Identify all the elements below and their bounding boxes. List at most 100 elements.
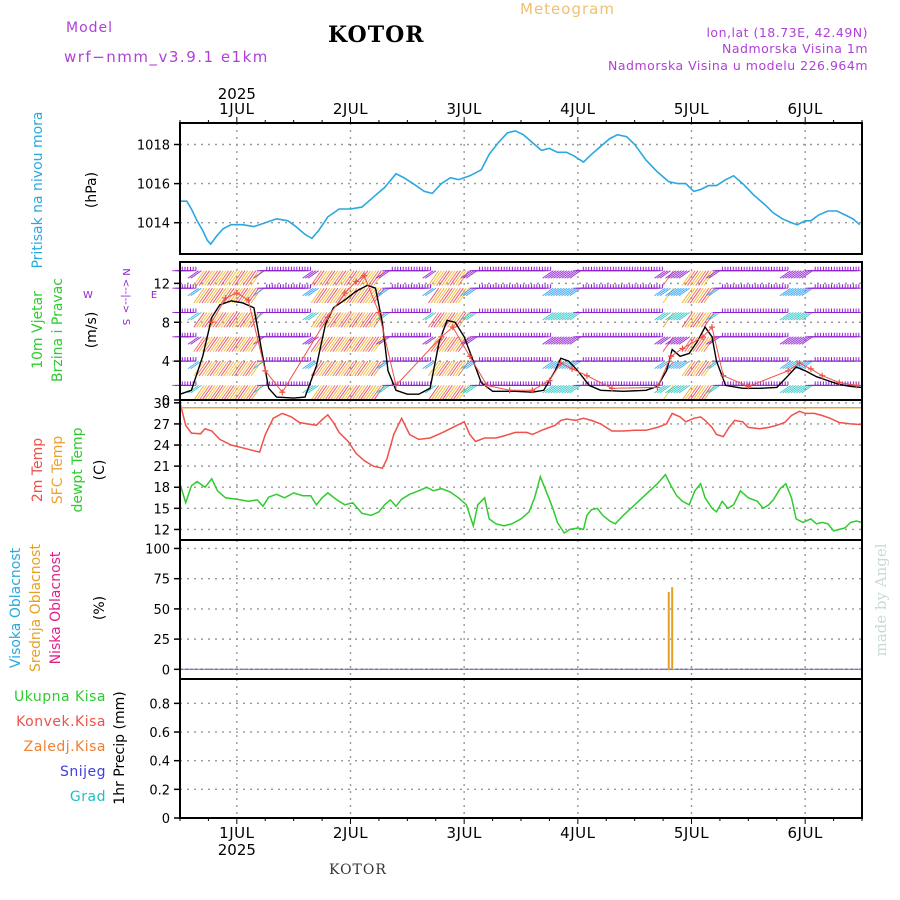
wind-barb bbox=[673, 312, 685, 321]
wind-barb bbox=[558, 270, 570, 279]
wind-barb bbox=[452, 385, 464, 401]
wind-barb bbox=[340, 270, 352, 286]
wind-barb bbox=[307, 270, 319, 279]
y-tick-label: 0.6 bbox=[149, 726, 170, 741]
wind-barb bbox=[447, 312, 459, 328]
wind-barb bbox=[782, 336, 794, 345]
wind-barb bbox=[346, 360, 358, 377]
wind-barb bbox=[204, 336, 216, 352]
wind-barb bbox=[692, 385, 704, 401]
wind-barb bbox=[566, 384, 579, 394]
wind-barb bbox=[790, 287, 802, 297]
wind-barb bbox=[452, 287, 464, 304]
wind-gust-line bbox=[211, 274, 857, 394]
compass-axis: <--|--> bbox=[120, 279, 131, 314]
wind-barb bbox=[433, 385, 445, 401]
wind-barb bbox=[427, 385, 440, 401]
wind-barb bbox=[556, 287, 568, 297]
wind-barb bbox=[670, 270, 682, 279]
wind-barb bbox=[337, 360, 350, 377]
wind-barb bbox=[367, 360, 380, 377]
wind-barb bbox=[438, 385, 451, 401]
wind-barb bbox=[239, 287, 251, 304]
wind-barb bbox=[226, 270, 238, 286]
wind-barb bbox=[787, 360, 800, 370]
wind-barb bbox=[449, 360, 461, 377]
wind-barb bbox=[365, 385, 377, 401]
y-tick-label: 4 bbox=[162, 355, 170, 370]
wind-barb bbox=[313, 287, 325, 304]
wind-barb bbox=[329, 287, 341, 304]
wind-barb bbox=[569, 287, 581, 297]
wind-barb bbox=[654, 287, 666, 297]
wind-barb bbox=[425, 384, 437, 394]
wind-barb bbox=[228, 336, 241, 352]
wind-barb bbox=[670, 312, 682, 321]
wind-barb bbox=[324, 336, 336, 352]
wind-barb bbox=[689, 360, 702, 377]
wind-barb bbox=[329, 270, 341, 286]
wind-barb bbox=[447, 336, 459, 352]
y-tick-label: 0 bbox=[162, 812, 170, 827]
wind-barb bbox=[318, 385, 331, 401]
gust-marker bbox=[796, 360, 803, 367]
wind-barb bbox=[569, 384, 581, 394]
wind-barb bbox=[545, 384, 557, 394]
wind-barb bbox=[676, 287, 688, 297]
gust-marker bbox=[745, 383, 752, 390]
wind-barb bbox=[542, 384, 554, 394]
wind-barb bbox=[427, 270, 440, 286]
wind-barb bbox=[460, 287, 472, 297]
model-altitude-label: Nadmorska Visina u modelu 226.964m bbox=[608, 58, 868, 73]
wind-barb bbox=[670, 384, 682, 394]
wind-barb bbox=[449, 312, 461, 328]
wind-barb bbox=[801, 287, 813, 297]
wind-barb bbox=[357, 336, 369, 352]
wind-barb bbox=[335, 385, 347, 401]
wind-barb bbox=[220, 360, 232, 377]
wind-barb bbox=[656, 336, 669, 345]
wind-barb bbox=[313, 360, 325, 377]
y-tick-label: 100 bbox=[145, 542, 170, 557]
wind-barb bbox=[678, 270, 690, 279]
wind-barb bbox=[357, 312, 369, 328]
credit-label: made by Angel bbox=[872, 543, 890, 656]
wind-barb bbox=[365, 360, 377, 377]
wind-barb bbox=[209, 336, 221, 352]
wind-barb bbox=[332, 336, 344, 352]
wind-barb bbox=[253, 270, 265, 279]
wind-barb bbox=[250, 360, 262, 377]
wind-barb bbox=[654, 384, 666, 394]
wind-barb bbox=[313, 385, 325, 401]
wind-barb bbox=[447, 270, 459, 286]
wind-barb bbox=[542, 312, 554, 321]
wind-barb bbox=[796, 270, 808, 279]
precip-legend-item: Snijeg bbox=[60, 764, 106, 780]
wind-barb bbox=[465, 384, 478, 394]
wind-barb bbox=[359, 336, 371, 352]
wind-barb bbox=[695, 312, 707, 328]
wind-barb bbox=[332, 270, 344, 286]
wind-barb bbox=[564, 312, 576, 321]
wind-barb bbox=[708, 384, 720, 394]
wind-barb bbox=[193, 336, 205, 352]
wind-barb bbox=[785, 336, 797, 345]
wind-barb bbox=[234, 270, 246, 286]
wind-barb bbox=[209, 360, 221, 377]
wind-barb bbox=[678, 360, 690, 370]
wind-barb bbox=[348, 360, 361, 377]
wind-barb bbox=[367, 312, 380, 328]
wind-barb bbox=[665, 312, 677, 321]
wind-barb bbox=[204, 270, 216, 286]
wind-barb bbox=[798, 336, 810, 345]
wind-barb bbox=[463, 384, 475, 394]
wind-barb bbox=[316, 312, 328, 328]
top-day-label: 6JUL bbox=[788, 100, 823, 118]
wind-barb bbox=[365, 287, 377, 304]
wind-barb bbox=[779, 360, 791, 370]
wind-barb bbox=[187, 336, 199, 345]
wind-barb bbox=[245, 270, 257, 286]
wind-barb bbox=[665, 287, 677, 297]
wind-barb bbox=[422, 270, 434, 279]
gust-marker bbox=[353, 278, 360, 285]
